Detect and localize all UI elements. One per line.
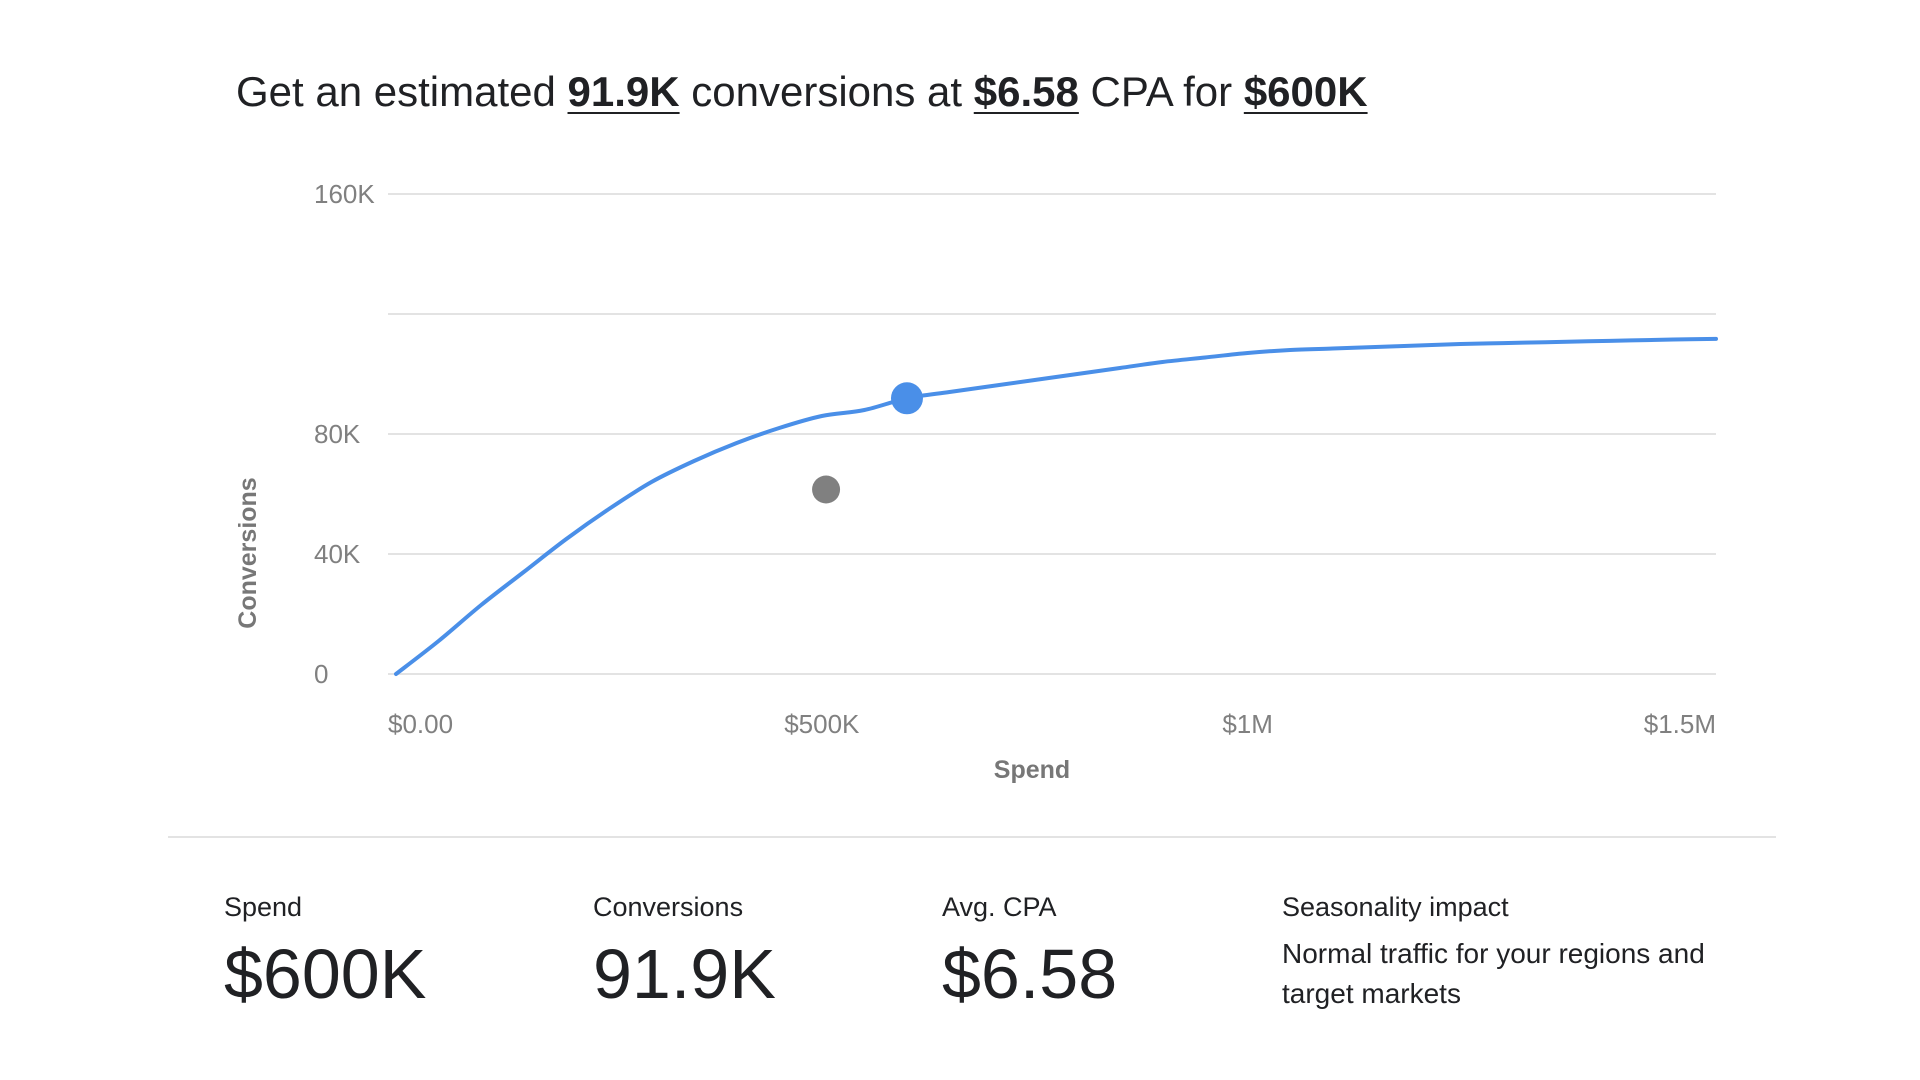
y-tick-label: 0 bbox=[314, 659, 328, 689]
stat-conversions: Conversions 91.9K bbox=[593, 890, 776, 1014]
headline: Get an estimated 91.9K conversions at $6… bbox=[236, 62, 1368, 122]
y-axis-label: Conversions bbox=[234, 477, 262, 628]
stat-spend-value: $600K bbox=[224, 935, 427, 1013]
stat-avg-cpa-label: Avg. CPA bbox=[942, 892, 1057, 922]
stat-seasonality: Seasonality impact Normal traffic for yo… bbox=[1282, 890, 1742, 1014]
seasonality-description: Normal traffic for your regions and targ… bbox=[1282, 938, 1705, 1009]
headline-conversions: 91.9K bbox=[567, 68, 680, 115]
series-line bbox=[394, 336, 1718, 676]
y-tick-label: 160K bbox=[314, 179, 375, 209]
stat-avg-cpa: Avg. CPA $6.58 bbox=[942, 890, 1117, 1014]
headline-mid1: conversions at bbox=[679, 68, 974, 115]
series-lines bbox=[394, 336, 1718, 676]
stat-spend: Spend $600K bbox=[224, 890, 426, 1014]
stat-avg-cpa-value: $6.58 bbox=[942, 935, 1118, 1013]
x-axis-label: Spend bbox=[994, 756, 1070, 784]
headline-spend: $600K bbox=[1243, 68, 1368, 115]
stat-conversions-label: Conversions bbox=[593, 892, 744, 922]
selected-point-marker[interactable] bbox=[890, 382, 923, 415]
markers bbox=[812, 382, 923, 504]
x-tick-label: $0.00 bbox=[388, 709, 453, 739]
grid-lines bbox=[388, 193, 1716, 675]
x-tick-label: $1M bbox=[1222, 709, 1273, 739]
conversions-chart: 0 40K 80K 160K $0.00 $500K $1M $1.5M Spend Con… bbox=[234, 179, 1718, 784]
x-axis-ticks: $0.00 $500K $1M $1.5M bbox=[388, 709, 1716, 739]
y-tick-label: 80K bbox=[314, 419, 361, 449]
headline-prefix: Get an estimated bbox=[236, 68, 568, 115]
divider bbox=[168, 836, 1776, 838]
stat-conversions-value: 91.9K bbox=[593, 935, 776, 1013]
x-tick-label: $500K bbox=[784, 709, 860, 739]
headline-mid2: CPA for bbox=[1078, 68, 1244, 115]
stat-spend-label: Spend bbox=[224, 892, 303, 922]
reference-point-marker bbox=[812, 475, 841, 504]
headline-cpa: $6.58 bbox=[973, 68, 1079, 115]
x-tick-label: $1.5M bbox=[1644, 709, 1716, 739]
y-axis-ticks: 0 40K 80K 160K bbox=[314, 179, 375, 689]
y-tick-label: 40K bbox=[314, 539, 361, 569]
seasonality-label: Seasonality impact bbox=[1282, 892, 1509, 922]
